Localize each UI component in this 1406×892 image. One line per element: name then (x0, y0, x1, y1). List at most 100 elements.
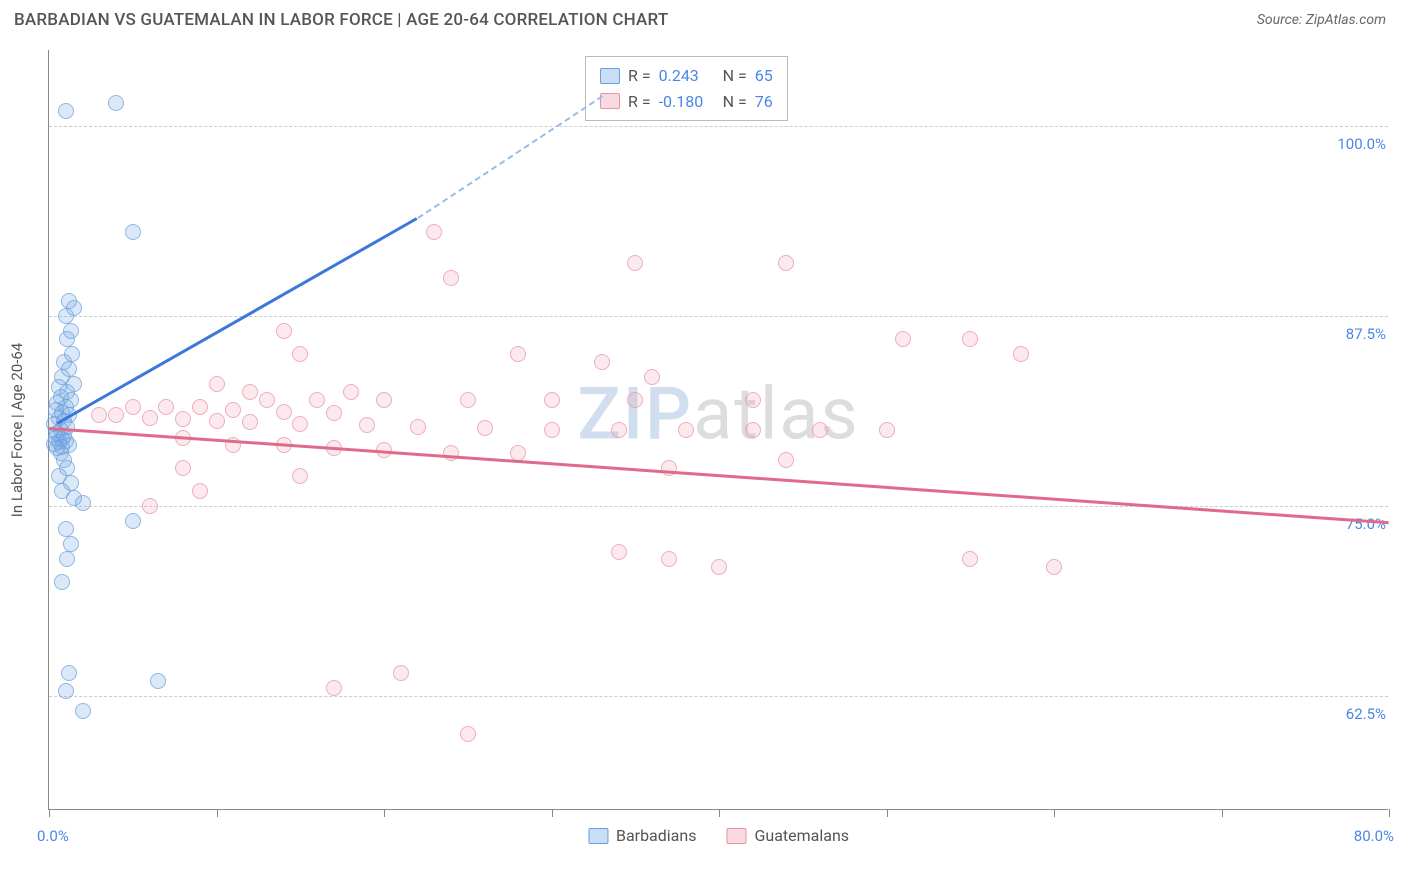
data-point (125, 513, 141, 529)
data-point (443, 270, 459, 286)
trend-line (49, 427, 1389, 524)
chart-header: BARBADIAN VS GUATEMALAN IN LABOR FORCE |… (0, 0, 1406, 36)
data-point (962, 331, 978, 347)
data-point (192, 483, 208, 499)
data-point (61, 665, 77, 681)
data-point (745, 422, 761, 438)
data-point (1046, 559, 1062, 575)
data-point (443, 445, 459, 461)
x-tick (887, 809, 888, 817)
data-point (343, 384, 359, 400)
data-point (326, 405, 342, 421)
data-point (778, 452, 794, 468)
x-tick (1222, 809, 1223, 817)
data-point (879, 422, 895, 438)
data-point (376, 392, 392, 408)
data-point (58, 683, 74, 699)
data-point (59, 331, 75, 347)
data-point (962, 551, 978, 567)
data-point (678, 422, 694, 438)
legend-label: Guatemalans (754, 826, 849, 845)
y-axis-label: In Labor Force | Age 20-64 (8, 342, 26, 516)
data-point (410, 419, 426, 435)
legend-r-label: R = (628, 89, 651, 115)
data-point (594, 354, 610, 370)
data-point (75, 495, 91, 511)
gridline (49, 126, 1388, 127)
watermark-zip: ZIP (577, 372, 693, 457)
legend-r-value: -0.180 (659, 89, 715, 115)
legend-swatch (600, 93, 620, 109)
legend-r-value: 0.243 (659, 63, 715, 89)
data-point (175, 460, 191, 476)
gridline (49, 316, 1388, 317)
data-point (158, 399, 174, 415)
scatter-chart: In Labor Force | Age 20-64 ZIPatlas R = … (48, 50, 1388, 810)
data-point (63, 536, 79, 552)
data-point (58, 521, 74, 537)
data-point (125, 399, 141, 415)
data-point (426, 224, 442, 240)
data-point (242, 384, 258, 400)
data-point (59, 551, 75, 567)
data-point (611, 544, 627, 560)
data-point (125, 224, 141, 240)
data-point (661, 551, 677, 567)
data-point (510, 445, 526, 461)
data-point (54, 574, 70, 590)
legend-label: Barbadians (616, 826, 697, 845)
data-point (627, 392, 643, 408)
x-tick (1389, 809, 1390, 817)
data-point (225, 402, 241, 418)
legend-n-label: N = (723, 89, 747, 115)
data-point (292, 346, 308, 362)
trend-line-extension (417, 96, 602, 219)
gridline (49, 696, 1388, 697)
x-tick (384, 809, 385, 817)
y-tick-label: 100.0% (1333, 135, 1390, 153)
x-tick (49, 809, 50, 817)
legend-row: R = 0.243N = 65 (600, 63, 773, 89)
trend-line (57, 217, 418, 424)
y-tick-label: 62.5% (1342, 705, 1390, 723)
data-point (209, 376, 225, 392)
legend-swatch (588, 828, 608, 844)
data-point (58, 308, 74, 324)
chart-source: Source: ZipAtlas.com (1257, 12, 1386, 28)
correlation-legend: R = 0.243N = 65R = -0.180 N = 76 (585, 56, 788, 121)
x-tick (1054, 809, 1055, 817)
data-point (108, 407, 124, 423)
data-point (477, 420, 493, 436)
y-tick-label: 87.5% (1342, 325, 1390, 343)
x-tick (552, 809, 553, 817)
watermark: ZIPatlas (577, 372, 859, 457)
data-point (276, 323, 292, 339)
series-legend: Barbadians Guatemalans (588, 826, 849, 845)
data-point (276, 404, 292, 420)
legend-item: Guatemalans (726, 826, 849, 845)
data-point (1013, 346, 1029, 362)
data-point (150, 673, 166, 689)
data-point (745, 392, 761, 408)
data-point (611, 422, 627, 438)
data-point (175, 411, 191, 427)
data-point (460, 726, 476, 742)
data-point (510, 346, 526, 362)
data-point (812, 422, 828, 438)
data-point (209, 413, 225, 429)
data-point (544, 422, 560, 438)
data-point (75, 703, 91, 719)
legend-r-label: R = (628, 63, 651, 89)
data-point (192, 399, 208, 415)
data-point (627, 255, 643, 271)
legend-n-value: 76 (755, 89, 773, 115)
legend-item: Barbadians (588, 826, 697, 845)
data-point (91, 407, 107, 423)
legend-row: R = -0.180 N = 76 (600, 89, 773, 115)
x-axis-max-label: 80.0% (1354, 827, 1394, 845)
data-point (292, 416, 308, 432)
data-point (661, 460, 677, 476)
x-axis-min-label: 0.0% (37, 827, 69, 845)
data-point (326, 680, 342, 696)
watermark-atlas: atlas (693, 372, 860, 457)
